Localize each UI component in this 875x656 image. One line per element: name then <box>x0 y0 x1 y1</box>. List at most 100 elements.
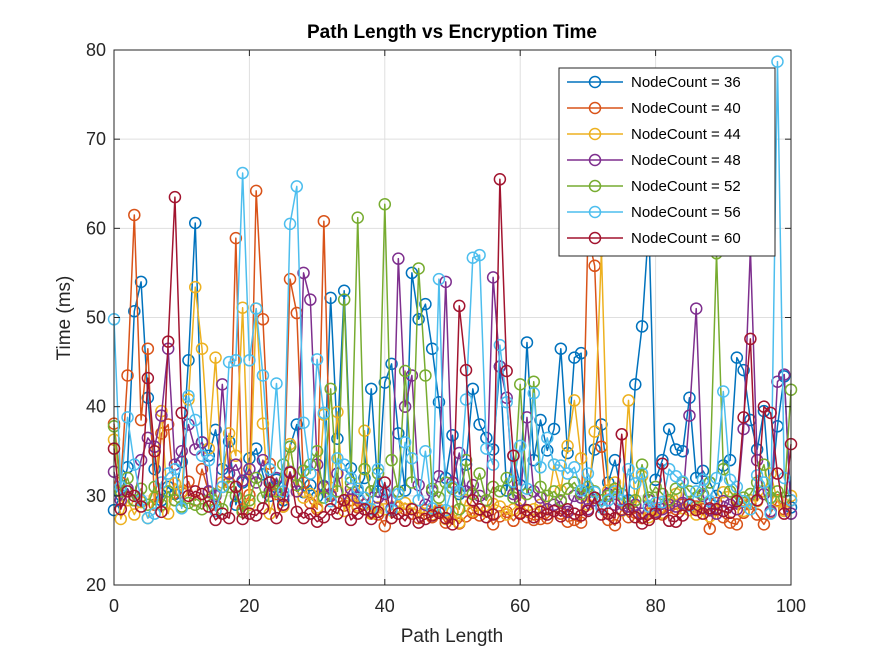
data-point <box>568 507 581 520</box>
data-point <box>744 487 757 501</box>
data-point <box>310 515 324 528</box>
data-point <box>500 471 513 485</box>
legend-entry-5: NodeCount = 52 <box>567 178 741 195</box>
chart-title: Path Length vs Encryption Time <box>307 22 597 43</box>
data-point <box>669 515 683 528</box>
data-point <box>155 505 168 519</box>
data-point <box>290 180 304 193</box>
data-point <box>310 353 324 366</box>
y-axis-label: Time (ms) <box>54 276 75 361</box>
data-point <box>446 428 459 442</box>
data-point <box>168 462 182 476</box>
data-point <box>229 480 243 494</box>
data-point <box>304 293 317 306</box>
data-point <box>703 494 717 508</box>
data-point <box>635 507 649 520</box>
data-point <box>121 369 134 382</box>
legend-entry-1: NodeCount = 36 <box>567 74 741 91</box>
data-point <box>750 469 764 482</box>
data-point <box>419 512 432 526</box>
data-point <box>771 467 784 480</box>
data-point <box>574 452 588 465</box>
data-point <box>737 504 750 518</box>
data-point <box>710 502 723 516</box>
data-point <box>520 503 534 517</box>
data-point <box>412 478 425 492</box>
data-point <box>277 485 290 498</box>
data-point <box>574 516 588 529</box>
data-point <box>324 382 337 396</box>
data-point <box>371 467 385 480</box>
data-point <box>419 369 432 382</box>
legend-label: NodeCount = 60 <box>631 230 741 247</box>
data-point <box>398 436 412 449</box>
data-point <box>534 505 547 519</box>
data-point <box>608 453 622 467</box>
data-point <box>344 513 358 527</box>
data-point <box>188 413 202 427</box>
data-point <box>527 387 540 400</box>
data-point <box>439 511 452 525</box>
data-point <box>392 427 405 440</box>
data-point <box>155 427 168 440</box>
data-point <box>717 494 730 508</box>
data-point <box>595 508 608 521</box>
data-point <box>337 458 351 471</box>
data-point <box>229 231 243 245</box>
data-point <box>283 466 297 479</box>
data-point <box>561 439 574 453</box>
data-point <box>148 507 161 520</box>
data-point <box>392 487 405 501</box>
data-point <box>290 505 304 519</box>
data-point <box>554 510 568 523</box>
data-point <box>669 482 683 495</box>
legend-marker <box>588 153 602 167</box>
data-point <box>365 502 378 516</box>
data-point <box>601 494 615 507</box>
data-point <box>737 491 750 504</box>
data-point <box>730 494 744 508</box>
data-point <box>568 476 581 489</box>
data-point <box>642 513 656 527</box>
x-tick-label: 0 <box>109 596 119 616</box>
data-point <box>148 445 161 458</box>
data-point <box>324 494 337 508</box>
legend-label: NodeCount = 44 <box>631 126 741 143</box>
data-point <box>493 173 507 186</box>
data-point <box>331 507 344 520</box>
data-point <box>513 378 527 391</box>
data-point <box>466 494 480 507</box>
data-point <box>547 485 561 498</box>
data-point <box>378 519 392 533</box>
data-point <box>771 494 784 508</box>
data-point <box>392 507 405 520</box>
data-point <box>385 453 398 467</box>
data-point <box>128 494 141 507</box>
data-point <box>358 424 371 437</box>
data-point <box>222 427 236 440</box>
data-point <box>371 505 385 519</box>
data-point <box>669 443 683 456</box>
data-point <box>507 449 520 462</box>
data-point <box>209 513 222 527</box>
data-point <box>425 509 439 522</box>
data-point <box>310 501 324 514</box>
x-tick-label: 40 <box>375 596 395 616</box>
data-point <box>202 485 216 498</box>
data-point <box>432 272 446 286</box>
data-point <box>378 376 392 389</box>
legend-marker <box>588 179 602 193</box>
data-point <box>520 482 534 495</box>
data-point <box>222 480 236 494</box>
data-point <box>581 467 595 480</box>
data-point <box>195 502 209 516</box>
data-point <box>195 342 209 355</box>
data-point <box>527 502 540 516</box>
data-point <box>148 462 161 476</box>
data-point <box>155 409 168 422</box>
data-point <box>662 422 676 436</box>
data-point <box>771 55 784 68</box>
data-point <box>419 445 432 458</box>
data-point <box>222 355 236 369</box>
data-point <box>723 453 737 467</box>
